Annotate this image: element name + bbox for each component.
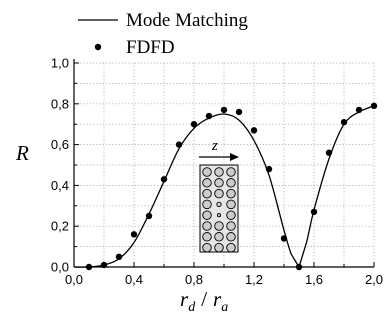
x-tick-label: 0,4 (125, 272, 143, 287)
fdfd-point (325, 149, 333, 156)
y-tick-label: 0,0 (51, 260, 69, 275)
fdfd-point (175, 141, 183, 148)
inset-rod (202, 221, 212, 231)
x-title-slash: / (201, 287, 207, 311)
x-title-r: r (180, 287, 189, 311)
inset-rod (226, 210, 236, 220)
x-tick-label: 2,0 (365, 272, 383, 287)
fdfd-point (295, 263, 303, 271)
fdfd-point (115, 253, 123, 260)
series-fdfd (85, 102, 378, 271)
inset-rod (214, 221, 224, 231)
x-tick-label: 0,0 (65, 272, 83, 287)
grid (74, 62, 375, 267)
inset-rod (226, 199, 236, 210)
inset-rod (216, 213, 222, 218)
fdfd-point (205, 112, 213, 120)
series-mode-matching (73, 105, 375, 269)
inset-rod (202, 188, 212, 199)
fdfd-point (190, 121, 198, 128)
inset-rod (226, 188, 236, 199)
x-tick-labels: 0,0 0,4 0,8 1,2 1,6 2,0 (65, 272, 383, 287)
legend-marker-swatch (94, 43, 102, 51)
inset-rod (214, 232, 224, 242)
inset-rod (202, 167, 212, 177)
inset-rod (216, 201, 222, 208)
inset-rods (202, 167, 236, 253)
fdfd-point (235, 108, 243, 116)
x-tick-label: 0,8 (185, 272, 203, 287)
x-title-sub-d: d (188, 300, 196, 315)
x-tick-label: 1,2 (245, 272, 263, 287)
inset-rod (226, 167, 236, 177)
mode-matching-line (73, 105, 375, 269)
y-tick-label: 0,2 (51, 219, 69, 234)
fdfd-point (280, 235, 288, 242)
fdfd-point (250, 127, 258, 134)
fdfd-point (265, 165, 273, 173)
inset-rod (214, 178, 224, 188)
legend: Mode Matching FDFD (78, 10, 248, 58)
inset-rod (202, 199, 212, 210)
fdfd-point (220, 106, 228, 114)
legend-label-mode-matching: Mode Matching (126, 10, 248, 31)
svg-text:rd/ra: rd / ra (180, 287, 228, 315)
fdfd-point (160, 176, 168, 183)
fdfd-point (340, 118, 348, 126)
x-title-r2: r (213, 287, 222, 311)
inset-arrow-head (230, 153, 239, 161)
y-tick-label: 0,6 (51, 137, 69, 152)
inset-structure: z (199, 138, 239, 253)
y-tick-label: 0,4 (51, 178, 69, 193)
fdfd-point (130, 231, 138, 238)
x-title-sub-a: a (221, 300, 228, 315)
inset-z-label: z (211, 138, 218, 154)
fdfd-point (355, 106, 363, 114)
inset-rod (202, 178, 212, 188)
inset-rod (226, 178, 236, 188)
inset-rod (226, 221, 236, 231)
inset-rod (214, 242, 224, 253)
legend-label-fdfd: FDFD (126, 37, 175, 58)
y-tick-label: 0,8 (51, 96, 69, 111)
fdfd-point (310, 208, 318, 216)
x-axis-title: rd / ra (180, 287, 228, 315)
inset-rod (214, 188, 224, 199)
x-tick-label: 1,6 (305, 272, 323, 287)
fdfd-point (100, 261, 108, 269)
y-tick-labels: 0,0 0,2 0,4 0,6 0,8 1,0 (51, 56, 69, 275)
y-tick-label: 1,0 (51, 56, 69, 71)
inset-rod (202, 210, 212, 220)
inset-rod (202, 232, 212, 242)
inset-rod (214, 167, 224, 177)
fdfd-point (145, 212, 153, 220)
inset-rod (226, 242, 236, 253)
inset-rod (226, 232, 236, 242)
fdfd-point (85, 263, 93, 271)
inset-rod (202, 242, 212, 253)
fdfd-point (370, 102, 378, 110)
y-axis-title: R (15, 141, 29, 165)
